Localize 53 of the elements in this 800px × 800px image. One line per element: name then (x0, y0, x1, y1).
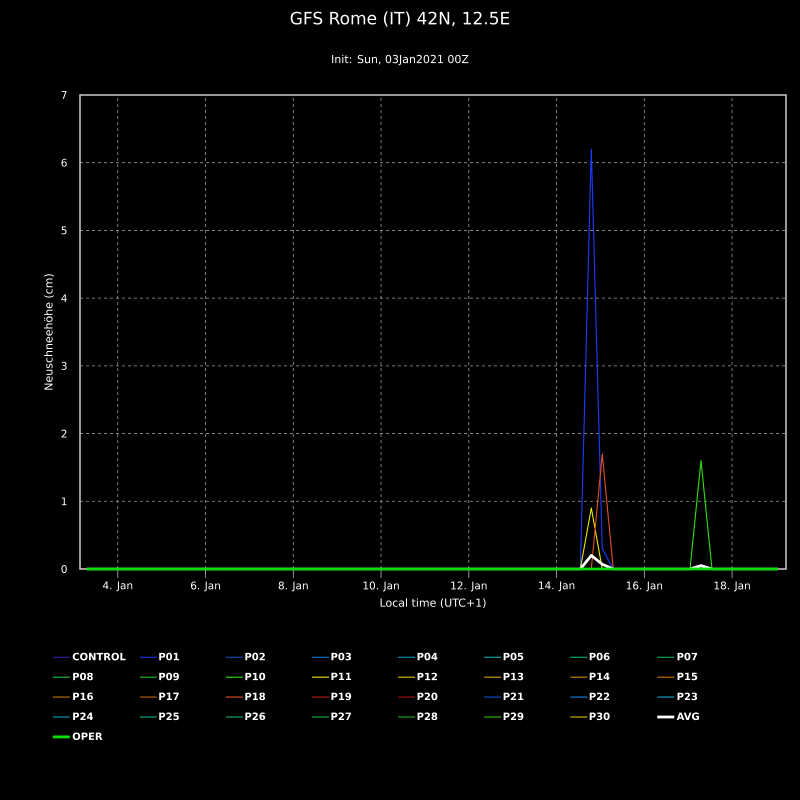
legend-label: OPER (72, 732, 102, 740)
x-tick-label: 14. Jan (539, 582, 574, 592)
legend-label: AVG (676, 712, 699, 720)
chart-title: GFS Rome (IT) 42N, 12.5E (290, 11, 510, 27)
legend-label: P29 (504, 712, 524, 720)
y-tick-label: 0 (61, 565, 67, 573)
y-tick-label: 2 (62, 430, 66, 438)
y-axis-title: Neuschneehöhe (cm) (44, 274, 54, 390)
legend-label: P13 (504, 672, 524, 680)
legend-label: P07 (678, 652, 698, 660)
legend-label: P26 (245, 712, 266, 720)
legend-label: P30 (590, 712, 610, 720)
legend-label: P16 (73, 692, 93, 700)
legend-label: P27 (331, 712, 351, 720)
legend-label: P24 (73, 712, 94, 720)
legend-label: P02 (245, 652, 265, 660)
legend-label: P21 (504, 692, 524, 700)
legend-label: P20 (418, 692, 438, 700)
x-tick-label: 8. Jan (278, 582, 308, 592)
y-tick-label: 3 (62, 362, 67, 370)
y-tick-label: 4 (61, 294, 67, 302)
legend-label: P03 (331, 652, 351, 660)
legend-label: P17 (159, 692, 179, 700)
legend-label: P15 (678, 672, 698, 680)
x-tick-label: 16. Jan (626, 582, 662, 592)
chart-subtitle: Init: Sun, 03Jan2021 00Z (332, 54, 468, 66)
y-tick-label: 7 (62, 91, 67, 99)
x-tick-label: 18. Jan (714, 582, 750, 592)
x-tick-label: 12. Jan (451, 582, 487, 592)
x-tick-label: 4. Jan (102, 582, 132, 592)
legend-label: P22 (590, 692, 610, 700)
legend-label: P19 (331, 692, 352, 700)
legend-label: P23 (678, 692, 698, 700)
legend-label: P25 (159, 712, 179, 720)
legend-label: P01 (159, 652, 179, 660)
legend-label: P11 (331, 672, 352, 680)
x-axis-title: Local time (UTC+1) (380, 598, 486, 608)
legend-label: P05 (504, 652, 524, 660)
y-tick-label: 6 (62, 158, 67, 167)
x-tick-label: 6. Jan (190, 582, 220, 592)
legend-label: CONTROL (72, 652, 126, 660)
legend-label: P06 (590, 652, 610, 660)
x-tick-label: 10. Jan (364, 582, 399, 592)
legend-label: P12 (418, 672, 438, 680)
legend-label: P10 (245, 672, 266, 680)
legend-label: P04 (418, 652, 438, 660)
legend-label: P18 (245, 692, 266, 700)
legend-label: P08 (73, 672, 93, 680)
y-tick-label: 1 (62, 497, 66, 506)
legend-label: P28 (418, 712, 438, 720)
y-tick-label: 5 (62, 226, 67, 234)
legend-label: P09 (159, 672, 179, 680)
legend-label: P14 (590, 672, 610, 680)
